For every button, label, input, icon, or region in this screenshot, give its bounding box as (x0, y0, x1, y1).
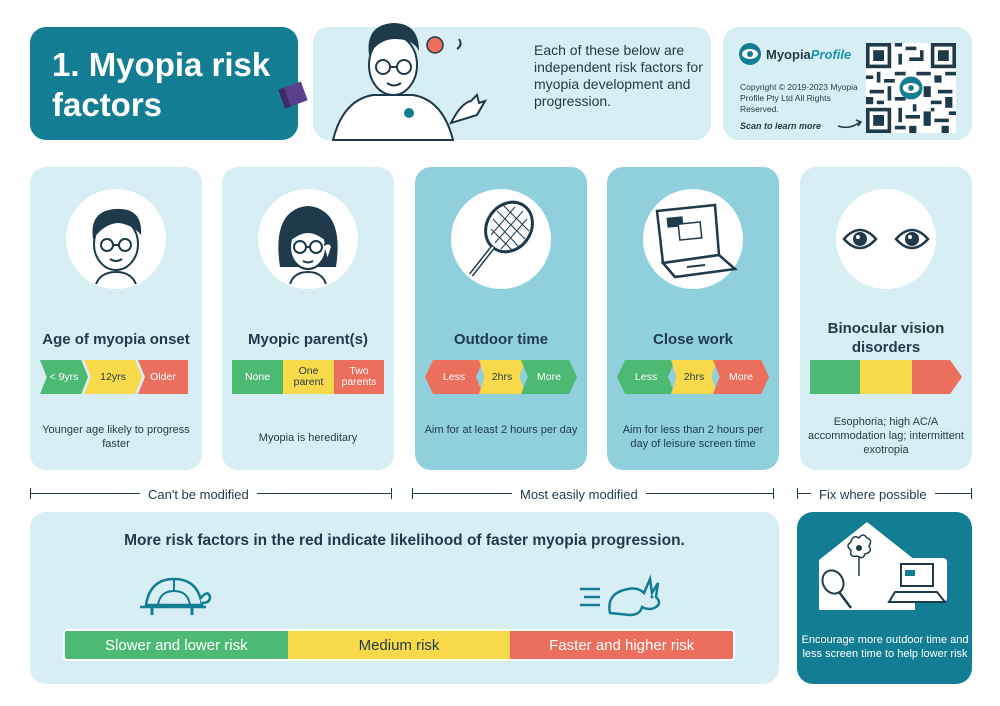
scale-mid: 2hrs (671, 360, 717, 394)
scale-high: Two parents (334, 360, 384, 394)
eyes-icon (836, 189, 936, 289)
page-title: 1. Myopia risk factors (30, 27, 298, 140)
section-tick (773, 488, 774, 499)
card-title: Binocular vision disorders (827, 320, 945, 356)
section-label-most: Most easily modified (512, 487, 646, 502)
house-icon (819, 522, 948, 610)
scale-low: More (521, 360, 577, 394)
card-myopic-parents: Myopic parent(s) None One parent Two par… (222, 167, 394, 470)
card-desc: Younger age likely to progress faster (42, 424, 190, 450)
risk-scale: Less 2hrs More (425, 360, 577, 394)
scale-mid: 12yrs (84, 360, 142, 394)
section-tick (30, 488, 31, 499)
risk-scale: < 9yrs 12yrs Older (40, 360, 188, 394)
scale-low: < 9yrs (40, 360, 88, 394)
card-desc: Myopia is hereditary (258, 432, 358, 444)
card-title: Age of myopia onset (42, 331, 190, 348)
scale-high: Less (425, 360, 483, 394)
section-tick (971, 488, 972, 499)
scale-high (912, 360, 962, 394)
laptop-icon (643, 189, 743, 289)
card-desc: Aim for at least 2 hours per day (424, 424, 578, 436)
brand-name-1: Myopia (766, 46, 811, 62)
intro-panel (278, 23, 711, 141)
section-label-fix: Fix where possible (811, 487, 935, 502)
intro-text: Each of these below are independent risk… (534, 42, 703, 109)
card-title: Outdoor time (453, 331, 549, 348)
card-close-work: Close work Less 2hrs More Aim for less t… (607, 167, 779, 470)
card-title: Close work (652, 331, 734, 348)
card-title: Myopic parent(s) (247, 331, 368, 348)
scan-text: Scan to learn more (740, 121, 822, 131)
card-age-onset: Age of myopia onset < 9yrs 12yrs Older Y… (30, 167, 202, 470)
risk-medium: Medium risk (287, 631, 511, 659)
section-tick (797, 488, 798, 499)
scale-mid: 2hrs (479, 360, 525, 394)
scale-low (810, 360, 860, 394)
risk-bar: Slower and lower risk Medium risk Faster… (63, 629, 735, 661)
man-with-glasses-icon (278, 23, 488, 141)
risk-scale: Less 2hrs More (617, 360, 769, 394)
card-desc: Aim for less than 2 hours per day of lei… (622, 424, 764, 450)
boy-with-glasses-icon (66, 189, 166, 289)
risk-low: Slower and lower risk (65, 631, 288, 659)
scan-arrow-icon (837, 119, 863, 129)
card-desc: Esophoria; high AC/A accommodation lag; … (808, 416, 964, 456)
section-tick (391, 488, 392, 499)
qr-code[interactable] (866, 43, 956, 133)
encourage-panel (797, 512, 972, 684)
scale-low: Less (617, 360, 675, 394)
woman-with-glasses-icon (258, 189, 358, 289)
scale-mid: One parent (283, 360, 334, 394)
section-tick (412, 488, 413, 499)
encourage-text: Encourage more outdoor time and less scr… (801, 634, 969, 660)
copyright-text: Copyright © 2019-2023 Myopia Profile Pty… (740, 82, 858, 114)
scale-mid (860, 360, 912, 394)
card-outdoor-time: Outdoor time Less 2hrs More Aim for at l… (415, 167, 587, 470)
risk-scale (810, 360, 962, 394)
risk-summary-title: More risk factors in the red indicate li… (124, 532, 685, 549)
scale-high: More (713, 360, 769, 394)
scale-high: Older (138, 360, 188, 394)
risk-high: Faster and higher risk (510, 631, 733, 659)
brand-name-2: Profile (810, 46, 852, 62)
card-binocular-vision: Binocular vision disorders Esophoria; hi… (800, 167, 972, 470)
tennis-racket-icon (451, 189, 551, 289)
section-label-cant: Can't be modified (140, 487, 257, 502)
scale-low: None (232, 360, 283, 394)
brand-logo: Myopia Profile (738, 42, 851, 66)
rabbit-icon (580, 574, 661, 617)
turtle-icon (140, 577, 212, 615)
risk-scale: None One parent Two parents (232, 360, 384, 394)
eye-logo-icon (739, 43, 761, 65)
